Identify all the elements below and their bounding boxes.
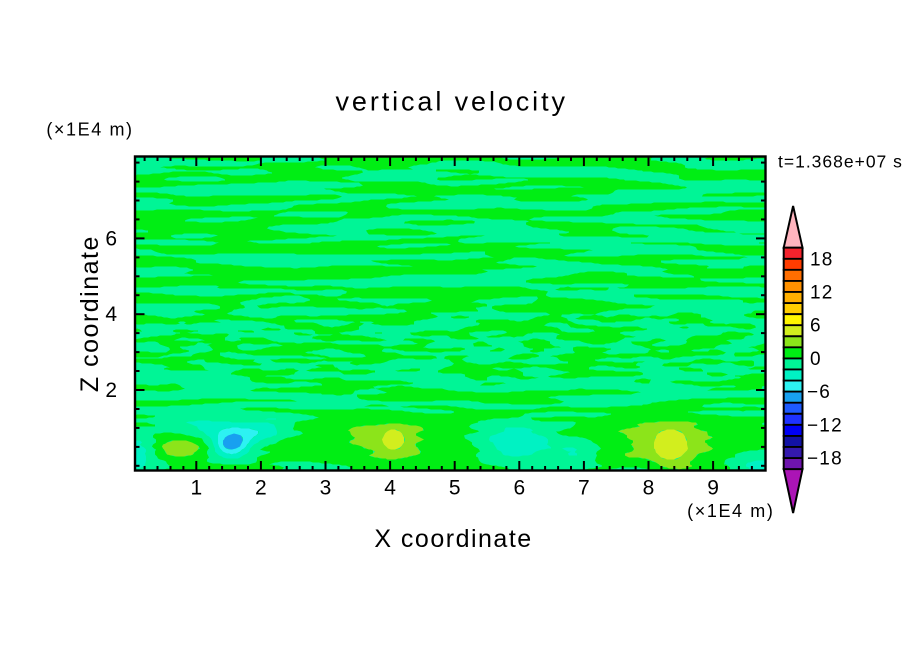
- svg-text:9: 9: [707, 477, 719, 500]
- svg-text:0: 0: [810, 349, 822, 370]
- svg-text:6: 6: [810, 316, 822, 337]
- svg-text:8: 8: [643, 477, 655, 500]
- svg-text:4: 4: [105, 303, 117, 326]
- svg-text:vertical velocity: vertical velocity: [336, 87, 568, 117]
- svg-text:(×1E4 m): (×1E4 m): [46, 120, 133, 140]
- svg-text:7: 7: [578, 477, 590, 500]
- svg-text:(×1E4 m): (×1E4 m): [687, 501, 774, 521]
- svg-text:4: 4: [384, 477, 396, 500]
- svg-text:18: 18: [810, 249, 834, 270]
- svg-text:3: 3: [320, 477, 332, 500]
- svg-text:−18: −18: [807, 449, 843, 470]
- svg-text:6: 6: [513, 477, 525, 500]
- svg-text:X coordinate: X coordinate: [374, 525, 532, 553]
- svg-text:1: 1: [190, 477, 202, 500]
- svg-text:−12: −12: [807, 415, 843, 436]
- svg-text:2: 2: [255, 477, 267, 500]
- svg-text:Z coordinate: Z coordinate: [76, 235, 104, 392]
- svg-text:t=1.368e+07 s: t=1.368e+07 s: [778, 152, 903, 172]
- svg-text:6: 6: [105, 227, 117, 250]
- svg-text:12: 12: [810, 283, 834, 304]
- svg-text:−6: −6: [807, 382, 831, 403]
- svg-text:2: 2: [105, 379, 117, 402]
- svg-text:5: 5: [449, 477, 461, 500]
